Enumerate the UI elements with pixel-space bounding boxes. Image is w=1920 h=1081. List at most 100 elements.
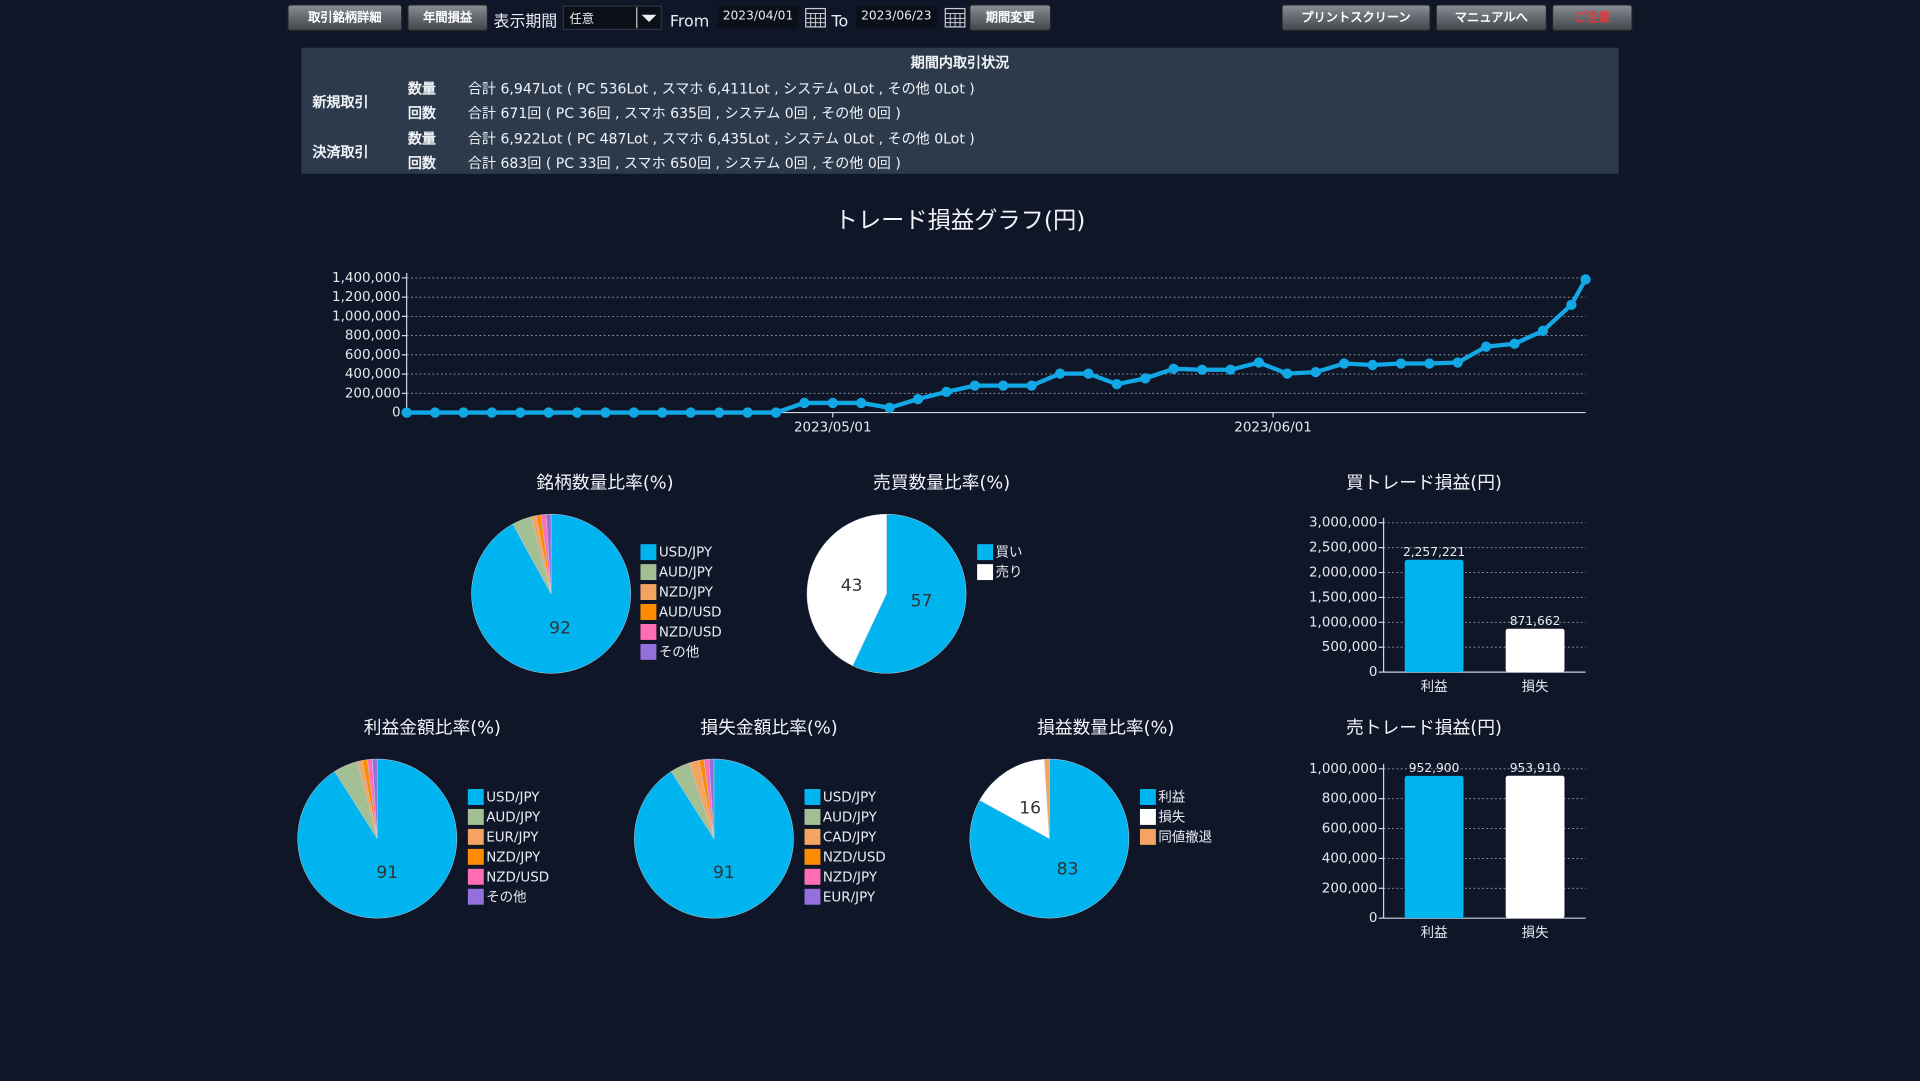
dropdown-arrow[interactable] [641, 14, 657, 23]
to-label: To [830, 12, 848, 31]
legend-swatch [804, 888, 821, 905]
bar [1505, 775, 1565, 919]
legend-swatch [977, 544, 994, 561]
button-label[interactable]: マニュアルへ [1455, 10, 1528, 24]
button-bg[interactable] [1435, 4, 1548, 32]
chart-title: 銘柄数量比率(%) [536, 473, 673, 494]
data-point [1054, 368, 1066, 379]
line-chart: トレード損益グラフ(円) 0 200,000 400,000 600,000 800,00… [332, 207, 1591, 435]
data-point [401, 407, 412, 418]
bar-value-label: 871,662 [1510, 614, 1561, 628]
data-point [1566, 299, 1577, 310]
button-label[interactable]: ご注意 [1574, 9, 1611, 24]
pie-chart: 損失金額比率(%) 91 USD/JPY AUD/JPY CAD/JPY NZD/USD N… [634, 717, 886, 919]
bar-chart: 売トレード損益(円) 0 200,000 400,000 600,000 800,000 1… [1309, 717, 1586, 941]
legend-swatch [640, 623, 657, 640]
button-label[interactable]: 取引銘柄詳細 [308, 9, 381, 24]
button-label[interactable]: プリントスクリーン [1301, 9, 1411, 24]
button-bg[interactable] [1281, 4, 1431, 32]
bar-chart: 買トレード損益(円) 0 500,000 1,000,000 1,500,000 2,00… [1309, 473, 1586, 695]
legend-swatch [804, 828, 821, 845]
group-label: 新規取引 [311, 94, 368, 111]
period-select[interactable]: 任意 [562, 5, 662, 30]
bar-value-label: 953,910 [1510, 761, 1561, 775]
data-point [799, 397, 810, 409]
slice-label: 91 [376, 863, 398, 883]
button-label[interactable]: 年間損益 [423, 9, 473, 24]
chart-title: 売トレード損益(円) [1346, 717, 1502, 738]
button[interactable]: ご注意 [1551, 4, 1633, 32]
button-label[interactable]: 期間変更 [986, 9, 1036, 24]
charts: トレード損益グラフ(円) 0 200,000 400,000 600,000 800,00… [297, 207, 1591, 941]
calendar-grid [805, 12, 826, 27]
chart-title: 買トレード損益(円) [1346, 473, 1502, 494]
date-box[interactable] [717, 6, 799, 29]
select-value[interactable]: 任意 [569, 12, 593, 26]
x-tick-label: 2023/05/01 [794, 420, 872, 435]
data-point [486, 407, 498, 418]
data-point [685, 407, 696, 418]
data-point [1580, 274, 1591, 285]
y-tick-label: 200,000 [345, 386, 401, 401]
data-point [600, 407, 611, 418]
data-point [1026, 380, 1037, 391]
row-text: 合計 6,947Lot ( PC 536Lot , スマホ 6,411Lot ,… [468, 81, 975, 97]
pie-chart: 売買数量比率(%) 57 買い 43 売り [806, 473, 1023, 674]
pie-slice [979, 758, 1050, 840]
row-label: 数量 [407, 80, 436, 97]
button-bg[interactable] [287, 4, 403, 32]
button-bg[interactable] [1551, 4, 1633, 32]
button[interactable]: プリントスクリーン [1281, 4, 1431, 32]
button[interactable]: 取引銘柄詳細 [287, 4, 403, 32]
row-label: 回数 [408, 155, 437, 172]
calendar-grid [945, 12, 965, 27]
summary-bg [301, 47, 1619, 174]
button-bg[interactable] [407, 4, 489, 32]
calendar-icon[interactable] [944, 7, 966, 28]
legend-label: 買い [996, 546, 1023, 561]
calendar-icon[interactable] [805, 7, 826, 28]
row-label: 回数 [408, 105, 437, 122]
data-point [1196, 364, 1208, 375]
y-tick-label: 400,000 [1322, 851, 1378, 866]
y-tick-label: 1,000,000 [1309, 615, 1377, 630]
legend-label: USD/JPY [486, 791, 540, 806]
data-point [1395, 358, 1407, 369]
y-tick-label: 0 [392, 406, 401, 421]
legend-swatch [467, 808, 484, 825]
bar [1404, 559, 1464, 673]
pie-slice [1044, 758, 1050, 839]
data-point [571, 407, 583, 418]
button[interactable]: 年間損益 [407, 4, 489, 32]
legend-label: 損失 [1158, 810, 1185, 826]
y-tick-label: 600,000 [345, 348, 401, 363]
legend-swatch [804, 808, 821, 825]
data-point [912, 393, 924, 405]
row-text: 合計 683回 ( PC 33回 , スマホ 650回 , システム 0回 , … [468, 156, 901, 172]
x-tick-label: 利益 [1421, 925, 1448, 941]
data-point [1367, 359, 1378, 371]
data-point [1338, 358, 1350, 369]
data-point [941, 386, 952, 398]
y-tick-label: 1,400,000 [332, 271, 400, 286]
legend-label: USD/JPY [823, 791, 877, 806]
from-label: From [670, 12, 709, 31]
legend-label: CAD/JPY [823, 830, 877, 845]
y-tick-label: 500,000 [1322, 640, 1378, 655]
data-point [742, 407, 753, 418]
group-label: 決済取引 [312, 144, 368, 161]
data-point [1083, 368, 1094, 379]
button-bg[interactable] [969, 4, 1052, 32]
legend-swatch [804, 868, 821, 885]
date-box[interactable] [855, 6, 937, 29]
legend-label: その他 [486, 889, 526, 905]
y-tick-label: 800,000 [345, 329, 401, 344]
legend-swatch [467, 828, 484, 845]
to-date[interactable]: 2023/06/23 [861, 8, 932, 22]
y-tick-label: 400,000 [345, 367, 401, 382]
button[interactable]: 期間変更 [969, 4, 1052, 32]
from-date[interactable]: 2023/04/01 [723, 8, 794, 22]
button[interactable]: マニュアルへ [1435, 4, 1548, 32]
